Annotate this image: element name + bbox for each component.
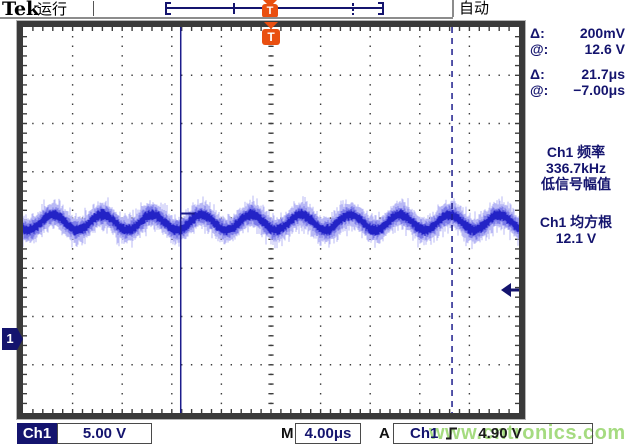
trigger-mode-status: 自动 (459, 0, 490, 17)
trigger-source-prefix: A (379, 425, 390, 442)
cursor-delta-t-label: Δ: (530, 66, 545, 82)
ch1-rms-title: Ch1 均方根 (539, 214, 613, 230)
trigger-position-badge: T (262, 4, 278, 18)
timebase-label: M (281, 425, 294, 442)
header-separator (93, 1, 94, 16)
record-view-right-bracket-top (378, 2, 384, 4)
trigger-level-arrow-icon (501, 283, 519, 297)
record-view-cursor2-tick-c (352, 13, 354, 15)
trigger-point-arrow-icon (264, 22, 278, 29)
record-view-left-bracket (165, 2, 167, 15)
cursor-at-v-value: 12.6 V (584, 41, 625, 57)
cursor-delta-t-value: 21.7μs (581, 66, 625, 82)
trigger-level: 4.90 V (478, 425, 522, 442)
channel1-badge: Ch1 (17, 423, 57, 444)
trigger-source: Ch1 (410, 425, 439, 442)
cursor-delta-v-value: 200mV (579, 25, 625, 41)
vertical-scale-readout: 5.00 V (57, 423, 152, 444)
trigger-status-separator (452, 0, 454, 17)
watermark: www.cntronics.com (429, 422, 626, 444)
ch1-frequency-title: Ch1 频率 (546, 144, 606, 160)
record-view-right-bracket (382, 2, 384, 15)
cursor-at-t-value: −7.00μs (573, 82, 625, 98)
ch1-frequency-value: 336.7kHz (546, 160, 606, 176)
waveform-display (23, 27, 519, 413)
cursor-at-t-label: @: (530, 82, 549, 98)
cursor-delta-t-row: Δ: 21.7μs (525, 66, 627, 82)
trigger-point-badge: T (262, 29, 280, 45)
trigger-position-arrow-icon (263, 0, 277, 7)
record-view-cursor2-tick-b (352, 8, 354, 11)
record-view-cursor2-tick-a (352, 3, 354, 6)
cursor-delta-v-label: Δ: (530, 25, 545, 41)
cursor-delta-v-row: Δ: 200mV (525, 25, 627, 41)
record-view-left-bracket-top (165, 2, 171, 4)
ch1-frequency-note: 低信号幅值 (541, 176, 611, 192)
record-view-right-bracket-bottom (378, 13, 384, 15)
rising-edge-icon (446, 427, 458, 440)
measurement-panel: Δ: 200mV @: 12.6 V Δ: 21.7μs @: −7.00μs … (525, 25, 627, 246)
record-view-left-bracket-bottom (165, 13, 171, 15)
cursor-at-v-row: @: 12.6 V (525, 41, 627, 57)
acquisition-status: 运行 (37, 1, 68, 18)
cursor-at-v-label: @: (530, 41, 549, 57)
tek-logo: Tek (2, 0, 40, 20)
header-underline (0, 17, 453, 19)
channel1-ground-marker: 1 (2, 328, 23, 350)
trigger-readout-box: Ch1 4.90 V (393, 423, 593, 444)
timebase-readout: 4.00μs (295, 423, 361, 444)
cursor-at-t-row: @: −7.00μs (525, 82, 627, 98)
ch1-rms-value: 12.1 V (555, 230, 597, 246)
record-view-cursor1-tick (233, 3, 235, 14)
